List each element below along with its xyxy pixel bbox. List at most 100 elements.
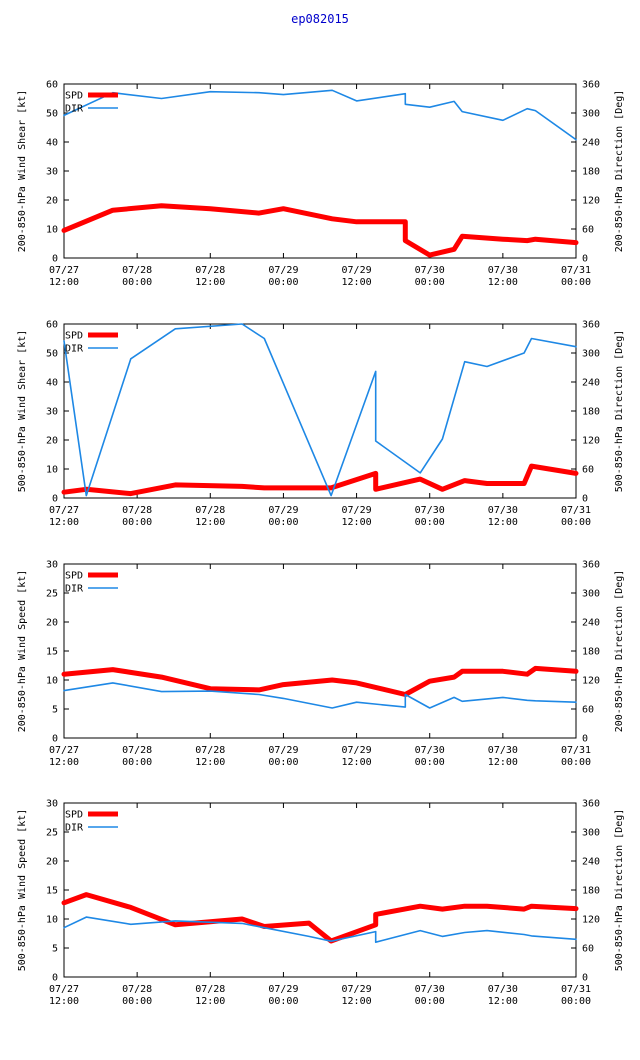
left-tick-label: 50 (46, 109, 58, 120)
right-tick-label: 60 (582, 225, 594, 236)
x-tick-label-time: 00:00 (415, 277, 445, 288)
y-axis-label-right: 500-850-hPa Direction [Deg] (614, 330, 625, 493)
left-tick-label: 10 (46, 915, 58, 926)
x-tick-label-date: 07/28 (195, 265, 225, 276)
left-tick-label: 15 (46, 647, 58, 658)
x-tick-label-time: 00:00 (561, 996, 591, 1007)
right-tick-label: 0 (582, 973, 588, 984)
plot-frame (63, 323, 577, 499)
x-tick-label-date: 07/27 (49, 745, 79, 756)
legend-label-spd: SPD (65, 331, 83, 342)
x-tick-label-time: 00:00 (268, 757, 298, 768)
x-tick-label-time: 00:00 (561, 757, 591, 768)
right-tick-label: 180 (582, 647, 600, 658)
right-tick-label: 300 (582, 589, 600, 600)
y-axis-label-left: 200-850-hPa Wind Shear [kt] (17, 90, 28, 253)
x-tick-label-date: 07/29 (268, 984, 298, 995)
x-tick-label-date: 07/28 (122, 745, 152, 756)
right-tick-label: 360 (582, 560, 600, 571)
chart-panel-1: 010203040506006012018024030036007/2712:0… (17, 80, 625, 289)
left-tick-label: 40 (46, 378, 58, 389)
y-axis-label-right: 200-850-hPa Direction [Deg] (614, 90, 625, 253)
x-tick-label-date: 07/30 (488, 265, 518, 276)
left-tick-label: 15 (46, 886, 58, 897)
left-tick-label: 30 (46, 799, 58, 810)
x-tick-label-time: 00:00 (268, 996, 298, 1007)
left-tick-label: 10 (46, 676, 58, 687)
x-tick-label-date: 07/28 (195, 505, 225, 516)
series-dir-line (63, 323, 577, 497)
legend-label-spd: SPD (65, 571, 83, 582)
left-tick-label: 50 (46, 349, 58, 360)
legend-label-dir: DIR (65, 823, 84, 834)
x-tick-label-date: 07/27 (49, 505, 79, 516)
x-tick-label-date: 07/28 (195, 745, 225, 756)
left-tick-label: 0 (52, 494, 58, 505)
x-tick-label-date: 07/29 (268, 745, 298, 756)
x-tick-label-date: 07/28 (195, 984, 225, 995)
x-tick-label-time: 12:00 (49, 757, 79, 768)
y-axis-label-left: 500-850-hPa Wind Speed [kt] (17, 809, 28, 972)
left-tick-label: 20 (46, 436, 58, 447)
series-spd-line (61, 463, 579, 497)
x-tick-label-time: 12:00 (195, 517, 225, 528)
x-tick-label-date: 07/28 (122, 984, 152, 995)
x-tick-label-time: 12:00 (49, 277, 79, 288)
left-tick-label: 0 (52, 973, 58, 984)
plot-frame (63, 83, 577, 259)
y-axis-label-left: 500-850-hPa Wind Shear [kt] (17, 330, 28, 493)
left-tick-label: 25 (46, 589, 58, 600)
right-tick-label: 360 (582, 320, 600, 331)
x-tick-label-time: 12:00 (342, 757, 372, 768)
right-tick-label: 300 (582, 109, 600, 120)
chart-panel-3: 05101520253006012018024030036007/2712:00… (17, 560, 625, 769)
series-spd-line (61, 203, 579, 258)
right-tick-label: 300 (582, 828, 600, 839)
x-tick-label-time: 12:00 (488, 517, 518, 528)
left-tick-label: 30 (46, 167, 58, 178)
left-tick-label: 20 (46, 857, 58, 868)
right-tick-label: 360 (582, 799, 600, 810)
left-tick-label: 10 (46, 465, 58, 476)
right-tick-label: 0 (582, 734, 588, 745)
x-tick-label-date: 07/29 (342, 265, 372, 276)
right-tick-label: 120 (582, 196, 600, 207)
x-tick-label-date: 07/30 (488, 745, 518, 756)
right-tick-label: 240 (582, 378, 600, 389)
x-tick-label-time: 12:00 (488, 277, 518, 288)
right-tick-label: 180 (582, 886, 600, 897)
series-dir-line (63, 89, 577, 141)
x-tick-label-time: 00:00 (415, 996, 445, 1007)
x-tick-label-time: 12:00 (49, 517, 79, 528)
x-tick-label-date: 07/30 (488, 505, 518, 516)
right-tick-label: 0 (582, 494, 588, 505)
x-tick-label-date: 07/31 (561, 265, 591, 276)
x-tick-label-time: 12:00 (195, 277, 225, 288)
left-tick-label: 5 (52, 944, 58, 955)
x-tick-label-date: 07/29 (342, 984, 372, 995)
left-tick-label: 60 (46, 80, 58, 91)
left-tick-label: 25 (46, 828, 58, 839)
right-tick-label: 240 (582, 138, 600, 149)
series-dir-line (63, 682, 577, 709)
left-tick-label: 30 (46, 560, 58, 571)
x-tick-label-date: 07/30 (415, 745, 445, 756)
x-tick-label-date: 07/29 (342, 745, 372, 756)
legend-label-dir: DIR (65, 104, 84, 115)
legend-label-dir: DIR (65, 344, 84, 355)
y-axis-label-right: 200-850-hPa Direction [Deg] (614, 570, 625, 733)
right-tick-label: 0 (582, 254, 588, 265)
chart-panel-4: 05101520253006012018024030036007/2712:00… (17, 799, 625, 1008)
right-tick-label: 360 (582, 80, 600, 91)
right-tick-label: 180 (582, 167, 600, 178)
x-tick-label-date: 07/29 (268, 505, 298, 516)
x-tick-label-date: 07/28 (122, 505, 152, 516)
x-tick-label-time: 00:00 (561, 277, 591, 288)
x-tick-label-date: 07/30 (415, 265, 445, 276)
right-tick-label: 180 (582, 407, 600, 418)
x-tick-label-time: 00:00 (268, 517, 298, 528)
chart-title: ep082015 (291, 12, 349, 26)
legend-label-spd: SPD (65, 810, 83, 821)
x-tick-label-date: 07/29 (268, 265, 298, 276)
x-tick-label-time: 00:00 (268, 277, 298, 288)
